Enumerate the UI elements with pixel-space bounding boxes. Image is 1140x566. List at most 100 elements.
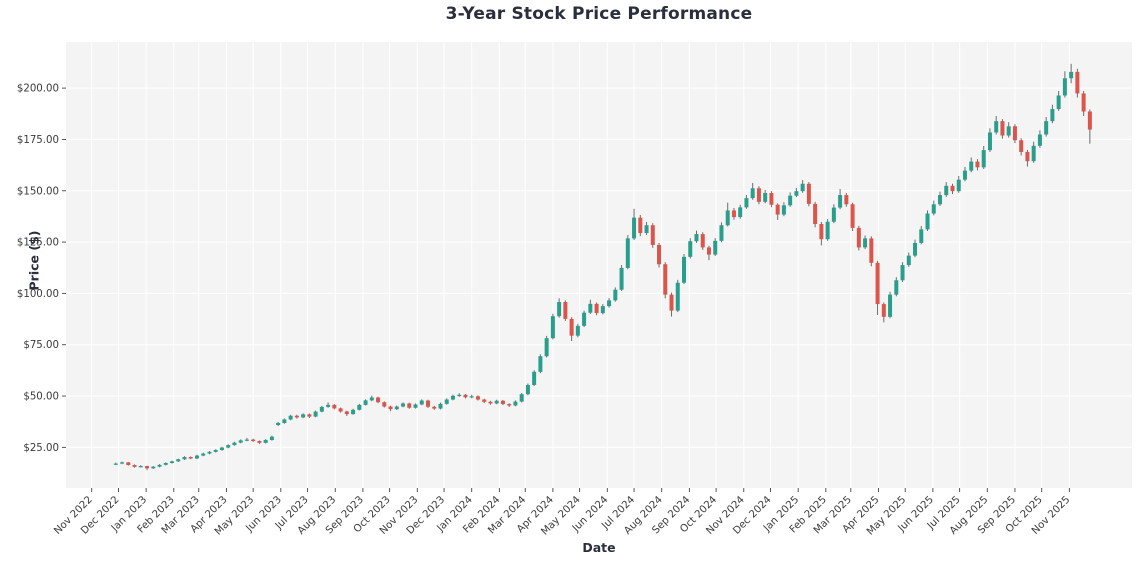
candle-body-up bbox=[469, 396, 474, 398]
candle-body-down bbox=[338, 408, 343, 412]
candle-body-down bbox=[126, 462, 131, 466]
x-axis-label: Date bbox=[582, 540, 616, 555]
candle-body-up bbox=[1037, 134, 1042, 146]
candle-body-up bbox=[1069, 71, 1074, 79]
candle-body-up bbox=[244, 439, 249, 441]
candle-body-up bbox=[607, 300, 612, 307]
candle-body-down bbox=[482, 399, 487, 402]
candle-body-up bbox=[719, 225, 724, 241]
candle-body-up bbox=[956, 179, 961, 192]
candle-body-down bbox=[819, 224, 824, 240]
candle-body-up bbox=[163, 462, 168, 465]
candle-body-down bbox=[475, 396, 480, 400]
candle-body-down bbox=[332, 404, 337, 409]
candle-body-down bbox=[756, 188, 761, 202]
candle-body-up bbox=[201, 453, 206, 456]
y-tick-label: $100.00 bbox=[17, 289, 59, 300]
candle-body-down bbox=[563, 302, 568, 319]
candle-body-up bbox=[632, 217, 637, 239]
candle-body-down bbox=[950, 185, 955, 192]
candle-body-up bbox=[207, 451, 212, 454]
candle-body-up bbox=[288, 415, 293, 420]
candle-body-up bbox=[194, 455, 199, 459]
candle-body-up bbox=[419, 400, 424, 405]
candle-body-down bbox=[569, 318, 574, 336]
y-tick-label: $150.00 bbox=[17, 186, 59, 197]
candle-body-up bbox=[938, 195, 943, 205]
candle-body-up bbox=[800, 183, 805, 192]
candle-body-up bbox=[888, 294, 893, 317]
candle-body-down bbox=[463, 394, 468, 398]
candle-body-up bbox=[138, 466, 143, 468]
candle-body-up bbox=[226, 445, 231, 448]
candle-body-up bbox=[725, 210, 730, 226]
candle-body-down bbox=[432, 406, 437, 409]
candle-body-down bbox=[1087, 111, 1092, 130]
candle-body-up bbox=[313, 411, 318, 417]
candle-body-up bbox=[906, 255, 911, 266]
candle-body-up bbox=[238, 440, 243, 443]
candle-body-down bbox=[844, 195, 849, 205]
candle-body-up bbox=[900, 265, 905, 281]
candle-body-up bbox=[263, 439, 268, 443]
candle-body-down bbox=[382, 402, 387, 407]
candle-body-down bbox=[975, 161, 980, 168]
candle-body-up bbox=[550, 316, 555, 339]
candle-body-up bbox=[219, 447, 224, 451]
candle-body-up bbox=[319, 406, 324, 412]
candle-body-up bbox=[694, 234, 699, 242]
candle-body-down bbox=[638, 217, 643, 234]
candle-body-down bbox=[706, 247, 711, 255]
candle-body-up bbox=[157, 464, 162, 467]
candle-body-down bbox=[594, 303, 599, 314]
candle-body-down bbox=[775, 204, 780, 215]
candle-body-down bbox=[657, 244, 662, 265]
candle-body-up bbox=[557, 302, 562, 317]
candle-body-up bbox=[282, 419, 287, 423]
candle-body-down bbox=[856, 227, 861, 248]
candle-body-up bbox=[750, 188, 755, 199]
y-tick-label: $75.00 bbox=[23, 340, 59, 351]
candle-body-up bbox=[625, 238, 630, 268]
candle-body-up bbox=[831, 207, 836, 222]
candle-body-down bbox=[507, 404, 512, 406]
candle-body-down bbox=[850, 204, 855, 228]
candle-body-up bbox=[713, 240, 718, 255]
candle-body-up bbox=[613, 289, 618, 301]
candle-body-up bbox=[994, 121, 999, 133]
candle-body-up bbox=[644, 225, 649, 234]
candle-body-up bbox=[744, 198, 749, 208]
candle-body-up bbox=[457, 394, 462, 397]
candle-body-down bbox=[650, 225, 655, 245]
candle-body-down bbox=[1081, 93, 1086, 112]
candle-body-down bbox=[881, 304, 886, 317]
candle-body-down bbox=[132, 465, 137, 467]
candle-body-down bbox=[769, 193, 774, 205]
candle-body-up bbox=[182, 457, 187, 460]
candle-body-up bbox=[357, 404, 362, 410]
candle-body-up bbox=[1062, 78, 1067, 96]
candle-body-down bbox=[1000, 121, 1005, 136]
candle-body-up bbox=[394, 406, 399, 410]
candle-body-up bbox=[513, 401, 518, 406]
candle-body-up bbox=[582, 312, 587, 326]
candle-body-up bbox=[981, 150, 986, 168]
candle-body-up bbox=[969, 161, 974, 171]
candle-body-down bbox=[700, 234, 705, 248]
candle-body-down bbox=[731, 210, 736, 218]
candle-body-up bbox=[863, 238, 868, 248]
candle-body-up bbox=[944, 185, 949, 196]
candle-body-down bbox=[1075, 71, 1080, 94]
candle-body-up bbox=[538, 356, 543, 372]
candle-body-up bbox=[444, 399, 449, 404]
candle-body-up bbox=[794, 191, 799, 196]
candle-body-up bbox=[369, 397, 374, 401]
candle-body-up bbox=[575, 325, 580, 336]
candle-body-up bbox=[213, 450, 218, 452]
candle-body-up bbox=[588, 303, 593, 313]
candle-body-up bbox=[825, 221, 830, 240]
candle-body-up bbox=[532, 371, 537, 385]
candle-body-up bbox=[788, 195, 793, 206]
candle-body-up bbox=[781, 205, 786, 215]
